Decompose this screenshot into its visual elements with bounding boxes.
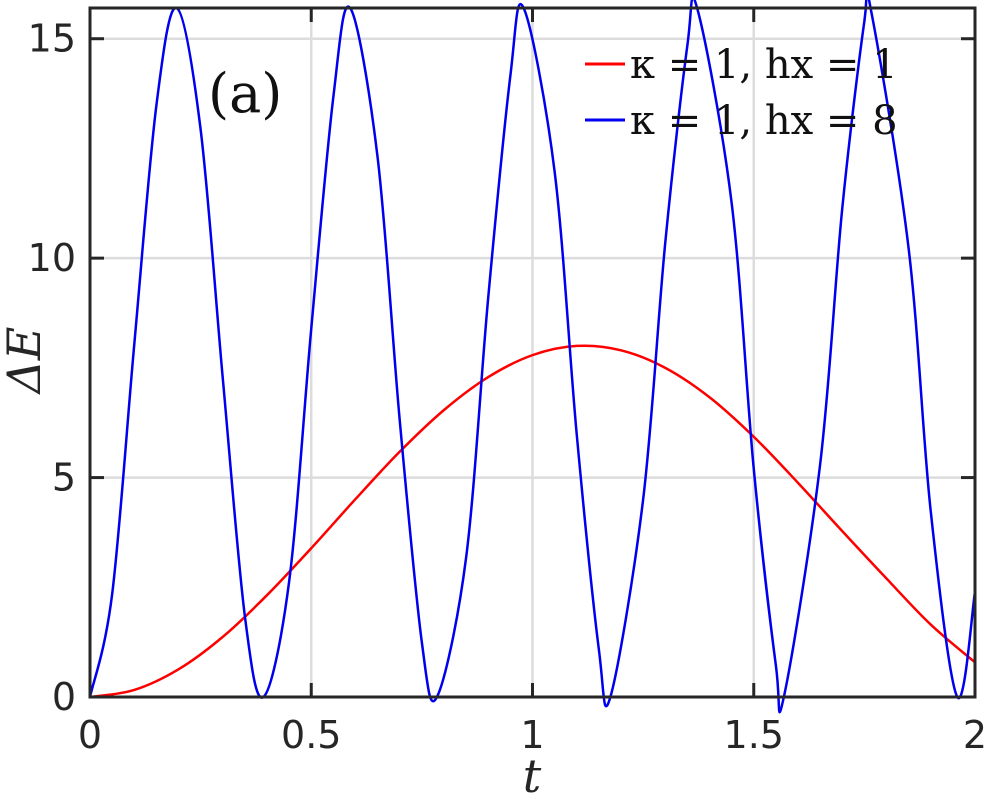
x-tick-label: 2	[963, 713, 987, 757]
x-tick-label: 0.5	[281, 713, 341, 757]
y-tick-labels: 0 5 10 15	[28, 17, 76, 719]
y-tick-label: 10	[28, 236, 76, 280]
x-tick-label: 0	[78, 713, 102, 757]
series-line-1	[89, 344, 976, 699]
y-tick-label: 15	[28, 17, 76, 61]
tick-marks	[90, 8, 975, 697]
x-tick-labels: 0 0.5 1 1.5 2	[78, 713, 987, 757]
legend-entry-2: κ = 1, hx = 8	[630, 98, 898, 144]
legend: κ = 1, hx = 1 κ = 1, hx = 8	[585, 42, 898, 144]
x-axis-label: t	[523, 749, 542, 802]
x-tick-label: 1.5	[724, 713, 784, 757]
series-line-2	[88, 0, 977, 714]
panel-annotation: (a)	[208, 62, 282, 125]
x-tick-label: 1	[520, 713, 544, 757]
y-tick-label: 0	[52, 675, 76, 719]
y-axis-label: ΔE	[0, 327, 51, 396]
legend-entry-1: κ = 1, hx = 1	[630, 42, 898, 88]
y-tick-label: 5	[52, 456, 76, 500]
plot-series	[88, 0, 977, 714]
